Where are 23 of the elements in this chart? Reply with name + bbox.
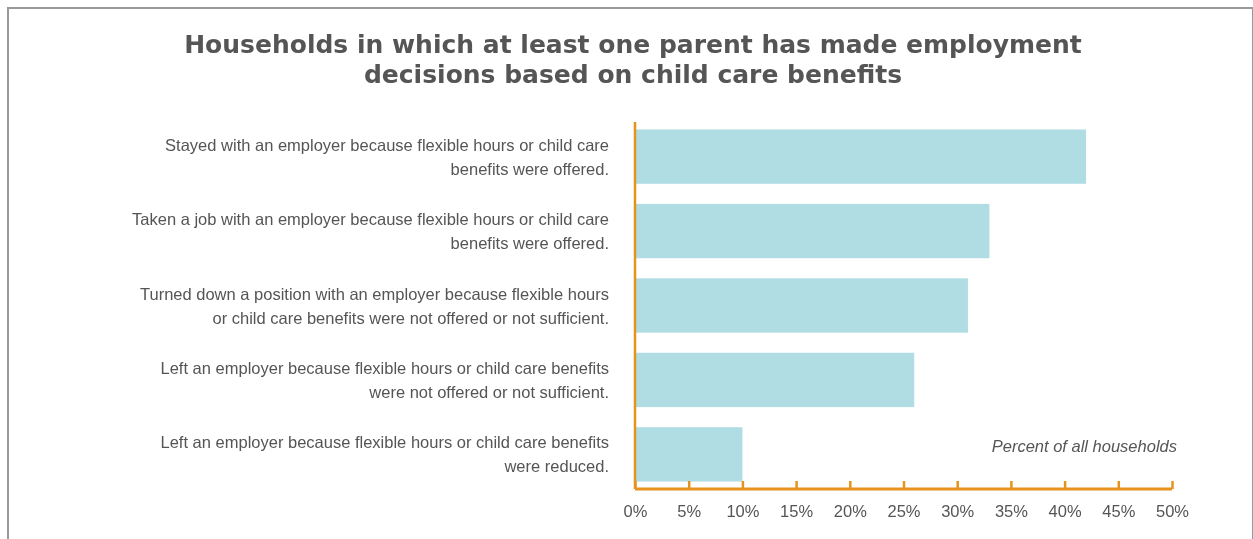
y-tick-label: Turned down a position with an employer because flexible hours or child care benefits were not offered or not sufficient. <box>140 284 609 327</box>
bar <box>635 278 968 333</box>
x-tick-label: 15% <box>780 501 814 520</box>
bar <box>635 203 990 259</box>
bar <box>635 129 1087 184</box>
bar <box>635 427 743 482</box>
x-tick-label: 25% <box>887 501 921 520</box>
x-tick-label: 5% <box>677 501 702 520</box>
x-tick-label: 40% <box>1048 501 1082 520</box>
y-tick-label: Left an employer because flexible hours or child care benefits were not offered or not sufficient. <box>160 358 609 401</box>
chart-title: Households in which at least one parent has made employment decisions based on child care benefits <box>184 30 1082 89</box>
x-tick-label: 35% <box>994 501 1029 520</box>
y-tick-label: Taken a job with an employer because flexible hours or child care benefits were offered. <box>132 210 609 253</box>
y-tick-label: Left an employer because flexible hours or child care benefits were reduced. <box>160 433 609 476</box>
y-tick-label: Stayed with an employer because flexible hours or child care benefits were offered. <box>165 135 609 178</box>
x-tick-label: 10% <box>726 501 760 520</box>
x-tick-label: 50% <box>1155 501 1190 520</box>
x-tick-label: 30% <box>941 501 975 520</box>
bar <box>635 352 915 408</box>
x-tick-label: 0% <box>623 501 648 520</box>
x-tick-label: 45% <box>1102 501 1136 520</box>
x-tick-label: 20% <box>833 501 868 520</box>
x-axis-title: Percent of all households <box>991 437 1177 455</box>
